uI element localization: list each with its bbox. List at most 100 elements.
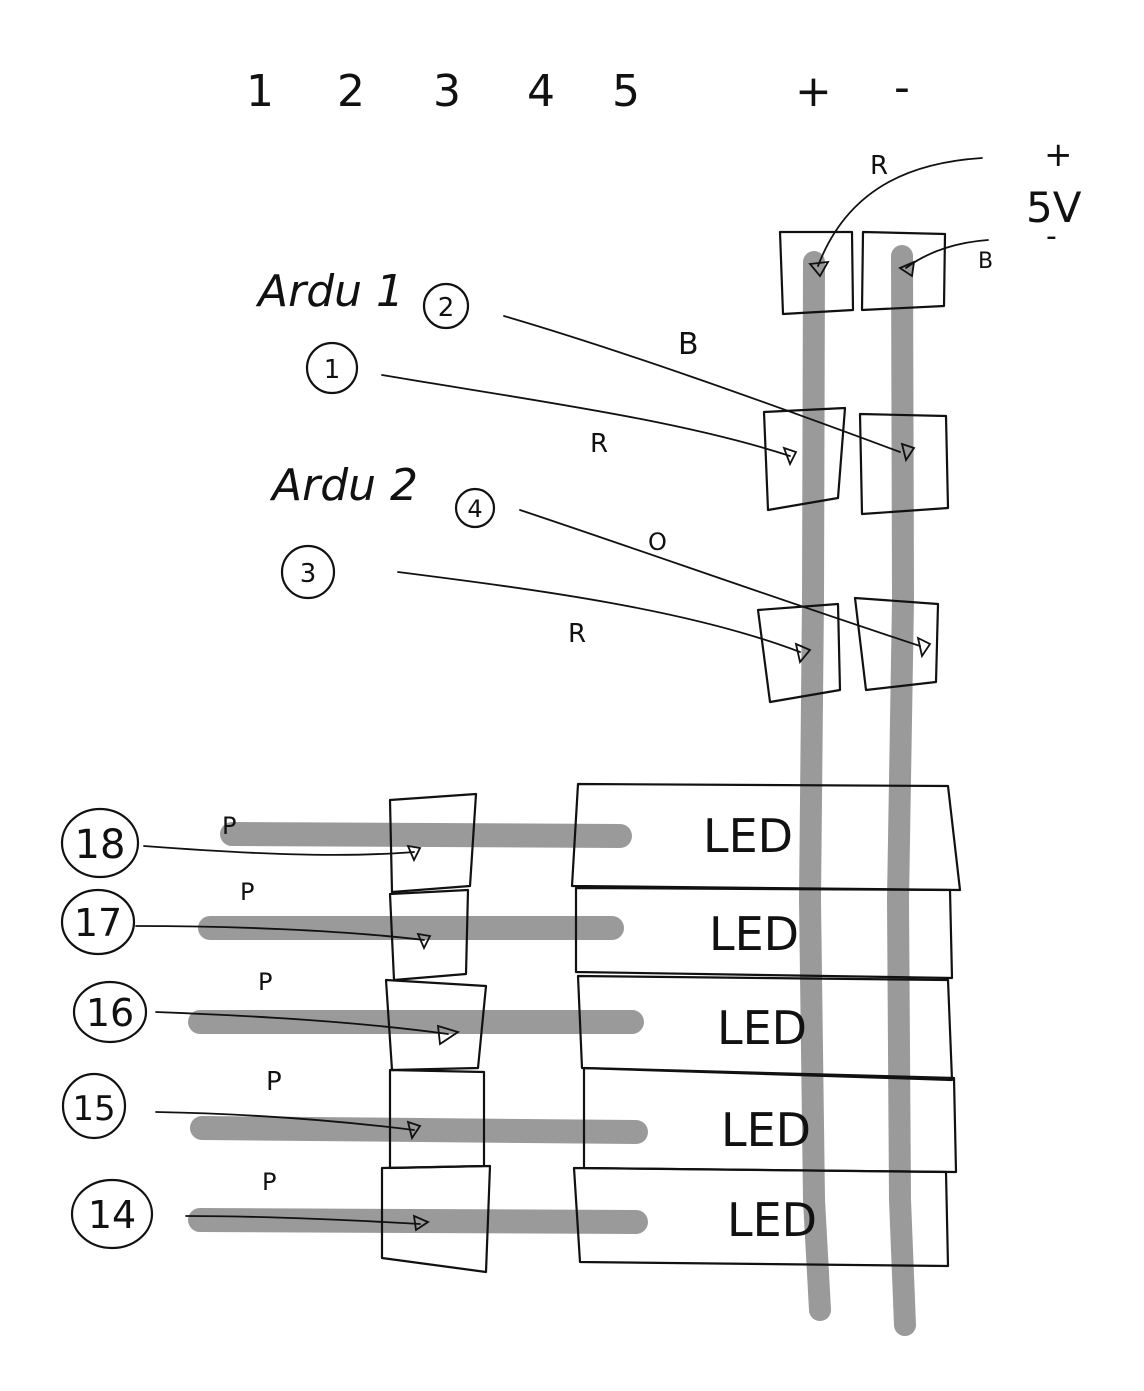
power-minus: - — [1046, 219, 1057, 254]
power-plus: + — [1044, 135, 1073, 175]
pin-number: 4 — [467, 495, 482, 523]
led-label: LED — [721, 1103, 811, 1157]
column-label-plus: + — [795, 66, 832, 117]
arrow-icon — [898, 260, 916, 278]
pin-wire — [155, 1011, 449, 1035]
column-label-4: 4 — [527, 66, 555, 117]
pin-row: 18 P LED — [60, 807, 793, 879]
pin-wire — [155, 1111, 415, 1131]
supply-wire-negative — [905, 239, 989, 269]
terminal-marker — [436, 1024, 461, 1046]
pin-row: 16 P LED — [72, 968, 807, 1055]
wire-letter: P — [266, 1067, 282, 1097]
pin-number: 2 — [438, 293, 455, 323]
terminal-marker — [406, 1120, 422, 1141]
wire-o — [519, 509, 921, 647]
led-box — [570, 782, 962, 892]
led-box — [582, 1066, 958, 1174]
connector-box — [380, 1164, 492, 1274]
controller-label-2: Ardu 2 — [269, 460, 418, 511]
connector-box — [384, 978, 488, 1072]
column-label-3: 3 — [433, 66, 461, 117]
terminal-block — [762, 406, 847, 512]
pin-circle — [60, 807, 140, 879]
led-box — [572, 1166, 950, 1268]
supply-wire-positive — [817, 157, 983, 267]
connector-box — [388, 792, 478, 894]
pin-row: 17 P LED — [60, 878, 799, 961]
terminal-block — [853, 596, 940, 692]
terminal-block — [756, 602, 842, 704]
pin-wire — [143, 845, 415, 856]
column-headers: 1 2 3 4 5 + - — [246, 62, 910, 117]
pin-circle — [280, 544, 336, 600]
terminal-markers — [782, 442, 932, 664]
led-box — [574, 886, 954, 980]
pin-strip — [220, 822, 632, 848]
pin-number: 1 — [324, 355, 341, 385]
rail-terminals — [756, 230, 950, 704]
wire-letter: P — [240, 878, 254, 906]
pin-number: 18 — [75, 822, 126, 868]
terminal-marker — [406, 844, 422, 863]
terminal-block — [860, 230, 947, 312]
wire-b — [503, 315, 901, 453]
wire-letters: R B B R O R — [568, 151, 993, 649]
pin-row: 14 P LED — [70, 1168, 817, 1250]
pin-number: 14 — [88, 1193, 136, 1237]
pin-circle — [72, 980, 148, 1044]
wire-letter: P — [222, 812, 236, 840]
terminal-marker — [782, 446, 798, 467]
signal-wires — [381, 315, 921, 653]
negative-rail — [886, 245, 916, 1336]
arrow-icon — [808, 260, 830, 278]
terminal-block — [778, 230, 855, 316]
terminal-marker — [416, 932, 432, 951]
led-box — [576, 974, 954, 1082]
wire-r — [397, 571, 801, 653]
column-label-5: 5 — [612, 66, 640, 117]
positive-rail — [798, 251, 831, 1321]
connector-box — [388, 888, 470, 982]
wire-letter: P — [262, 1168, 276, 1196]
pin-number: 16 — [86, 991, 134, 1035]
pin-number: 17 — [74, 901, 122, 945]
led-label: LED — [727, 1193, 817, 1247]
led-label: LED — [717, 1001, 807, 1055]
terminal-marker — [412, 1214, 430, 1232]
wire-letter: R — [568, 619, 586, 649]
pin-circle — [70, 1178, 154, 1250]
column-label-2: 2 — [337, 66, 365, 117]
connector-boxes — [380, 792, 492, 1274]
wire-letter: R — [590, 429, 608, 459]
terminal-marker — [900, 442, 916, 463]
led-label: LED — [709, 907, 799, 961]
pin-circle — [60, 888, 136, 956]
controller-pins: 2 1 4 3 — [280, 282, 496, 600]
column-label-1: 1 — [246, 66, 274, 117]
pin-wire — [135, 925, 425, 941]
wire-letter: P — [258, 968, 272, 996]
pin-circle — [454, 487, 496, 529]
wire-r — [381, 374, 791, 457]
power-voltage: 5V — [1026, 183, 1082, 232]
controller-label-1: Ardu 1 — [255, 266, 404, 317]
pin-circle — [305, 341, 359, 395]
led-boxes — [570, 782, 962, 1268]
terminal-block — [858, 412, 950, 516]
pin-row: 15 P LED — [61, 1067, 811, 1157]
pin-circle — [422, 282, 470, 330]
terminal-marker — [794, 642, 812, 664]
wire-letter: O — [648, 528, 667, 556]
column-label-minus: - — [894, 62, 910, 113]
pin-number: 3 — [300, 559, 317, 589]
pin-wire — [185, 1215, 421, 1225]
power-supply-label: + 5V - — [1026, 135, 1082, 254]
led-label: LED — [703, 809, 793, 863]
arrow-icons — [808, 260, 916, 278]
wire-letter: B — [678, 327, 699, 362]
pin-number: 15 — [72, 1089, 115, 1129]
pin-circle — [61, 1072, 127, 1140]
terminal-marker — [916, 636, 932, 659]
